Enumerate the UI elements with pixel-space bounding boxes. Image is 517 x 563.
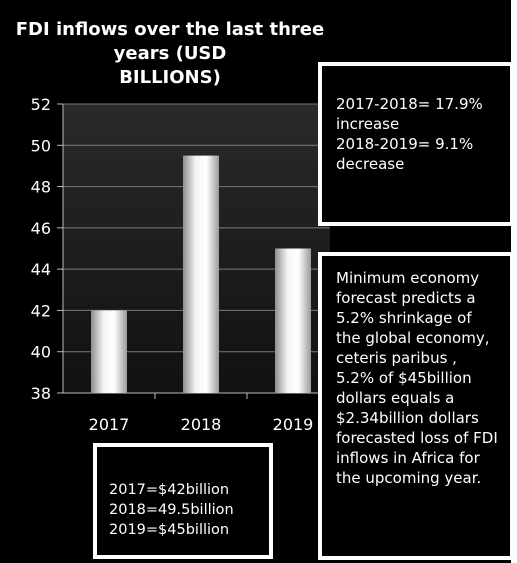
values-annotation: 2017=$42billion 2018=49.5billion 2019=$4… <box>93 443 273 559</box>
y-tick-label: 46 <box>31 219 51 238</box>
bar-2018 <box>183 155 219 393</box>
y-tick-label: 50 <box>31 136 51 155</box>
growth-line-2017-2018: 2017-2018= 17.9% increase <box>336 95 483 133</box>
bar-2019 <box>275 248 311 393</box>
growth-rate-annotation: 2017-2018= 17.9% increase 2018-2019= 9.1… <box>318 62 514 226</box>
chart-title: FDI inflows over the last three years (U… <box>0 18 340 90</box>
bar-2017 <box>91 310 127 393</box>
y-tick-label: 48 <box>31 178 51 197</box>
forecast-text: Minimum economy forecast predicts a 5.2%… <box>336 269 498 487</box>
value-line-2018: 2018=49.5billion <box>109 502 234 518</box>
x-tick-label: 2019 <box>273 415 314 434</box>
value-line-2019: 2019=$45billion <box>109 522 230 538</box>
x-tick-label: 2017 <box>89 415 130 434</box>
y-tick-label: 42 <box>31 301 51 320</box>
chart-title-line-2: BILLIONS) <box>119 67 221 88</box>
y-tick-label: 52 <box>31 95 51 114</box>
y-tick-label: 44 <box>31 260 51 279</box>
forecast-annotation: Minimum economy forecast predicts a 5.2%… <box>318 252 514 560</box>
y-tick-label: 40 <box>31 343 51 362</box>
growth-line-2018-2019: 2018-2019= 9.1% decrease <box>336 135 474 173</box>
y-tick-label: 38 <box>31 384 51 403</box>
value-line-2017: 2017=$42billion <box>109 482 230 498</box>
x-tick-label: 2018 <box>181 415 222 434</box>
chart-title-line-1: FDI inflows over the last three years (U… <box>15 19 325 64</box>
